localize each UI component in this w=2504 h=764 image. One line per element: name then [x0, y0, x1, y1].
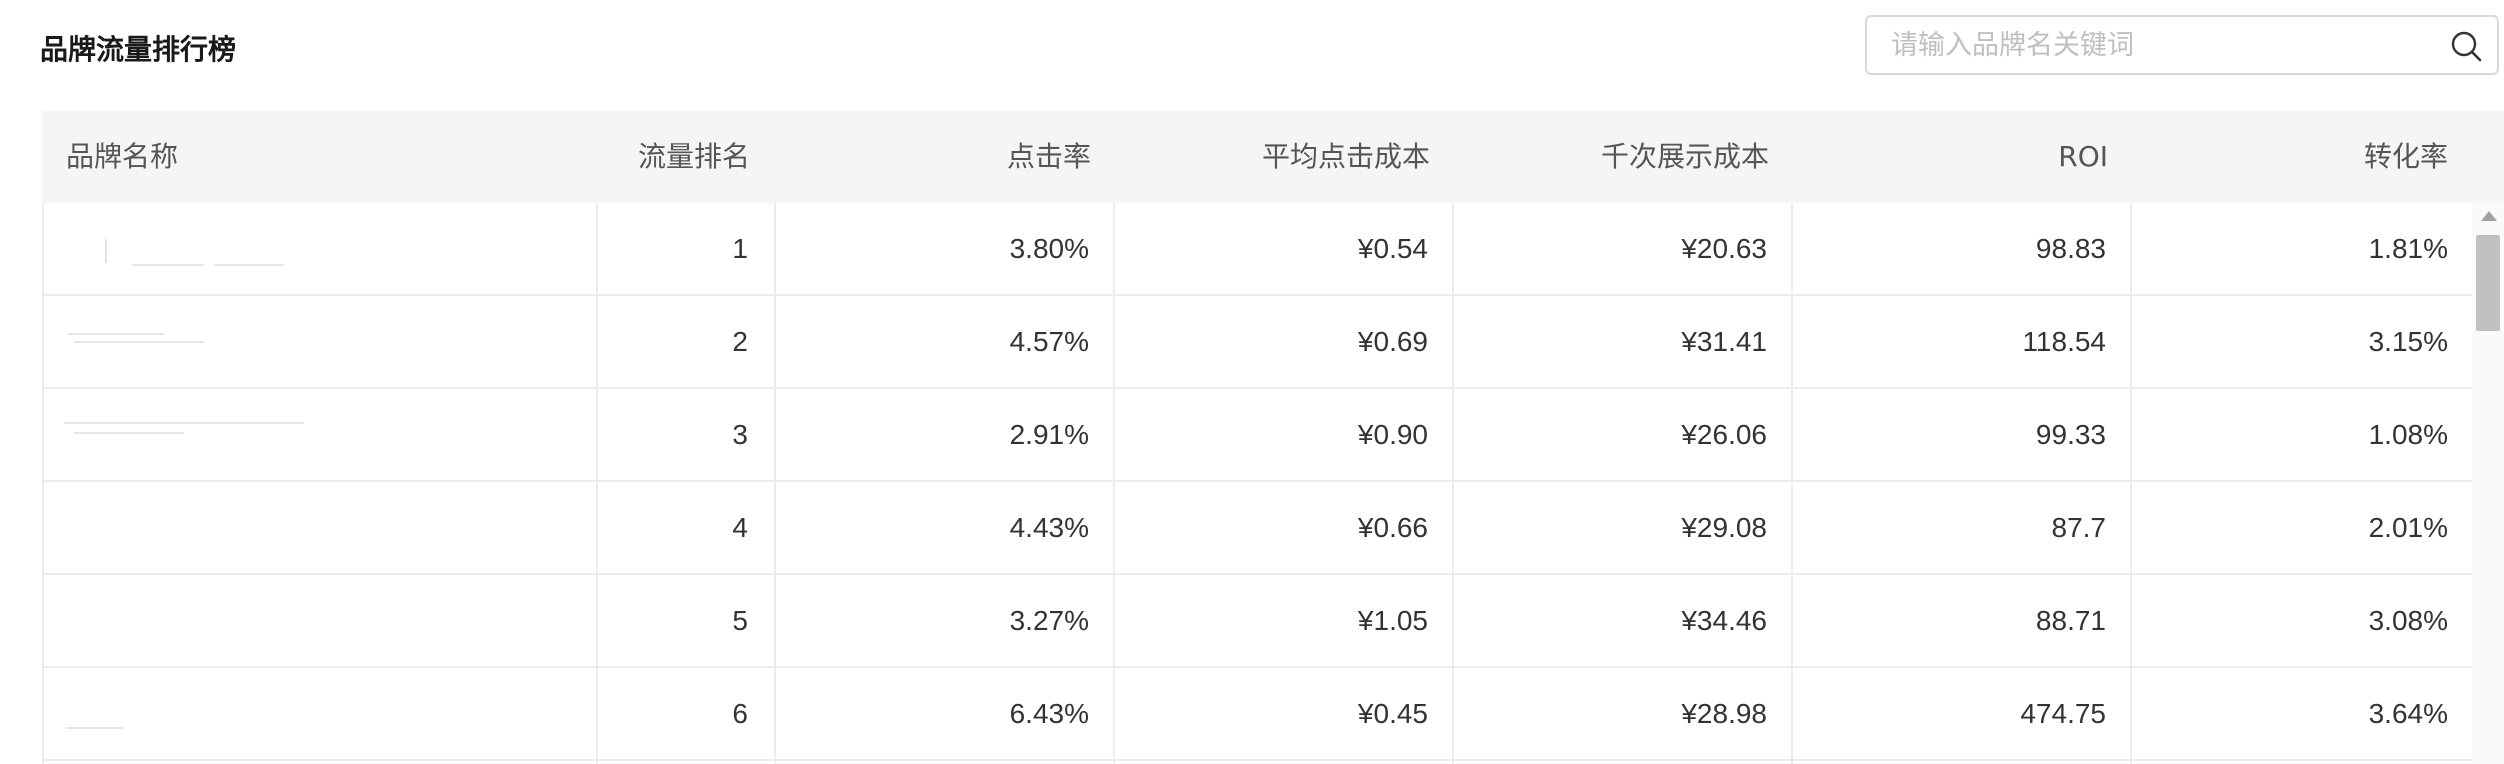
cell-brand-name	[42, 761, 598, 764]
cell-roi: 87.7	[1793, 482, 2132, 573]
redacted-brand-name	[105, 239, 284, 266]
cell-rank: 1	[598, 203, 776, 294]
cell-conversion-rate: 3.08%	[2368, 605, 2448, 636]
cell-ctr: 6.43%	[776, 668, 1115, 759]
cell-brand-name	[42, 203, 598, 294]
column-header-brand-name[interactable]: 品牌名称	[66, 140, 179, 173]
cell-avg-cpc: ¥0.45	[1115, 668, 1454, 759]
search-box[interactable]	[1865, 15, 2499, 75]
cell-rank: 3	[598, 389, 776, 480]
cell-cpm: ¥31.41	[1454, 296, 1793, 387]
table-header: 品牌名称 流量排名 点击率 平均点击成本 千次展示成本 ROI 转化率	[42, 111, 2504, 203]
cell-cpm: ¥28.98	[1454, 668, 1793, 759]
table-row[interactable]: 1 3.80% ¥0.54 ¥20.63 98.83 1.81%	[42, 203, 2472, 296]
cell-brand-name	[42, 296, 598, 387]
cell-avg-cpc: ¥1.05	[1115, 575, 1454, 666]
cell-ctr: 4.43%	[776, 482, 1115, 573]
cell-cpm	[1454, 761, 1793, 764]
cell-roi: 474.75	[1793, 668, 2132, 759]
cell-conversion-rate: 1.08%	[2368, 419, 2448, 450]
cell-cpm: ¥26.06	[1454, 389, 1793, 480]
cell-conversion-rate: 3.15%	[2368, 326, 2448, 357]
cell-rank: 4	[598, 482, 776, 573]
table-scrollbar[interactable]	[2472, 203, 2504, 764]
scroll-thumb[interactable]	[2476, 235, 2500, 331]
cell-brand-name	[42, 575, 598, 666]
table-row[interactable]	[42, 761, 2472, 764]
cell-avg-cpc: ¥0.69	[1115, 296, 1454, 387]
table-row[interactable]: 3 2.91% ¥0.90 ¥26.06 99.33 1.08%	[42, 389, 2472, 482]
search-icon[interactable]	[2449, 29, 2483, 63]
page-title: 品牌流量排行榜	[40, 33, 237, 66]
search-input[interactable]	[1891, 25, 2411, 65]
redacted-brand-name	[64, 422, 304, 434]
cell-rank: 2	[598, 296, 776, 387]
column-header-conversion-rate[interactable]: 转化率	[2363, 140, 2448, 173]
column-header-roi[interactable]: ROI	[2058, 140, 2108, 173]
cell-brand-name	[42, 668, 598, 759]
table-row[interactable]: 6 6.43% ¥0.45 ¥28.98 474.75 3.64%	[42, 668, 2472, 761]
column-header-ctr[interactable]: 点击率	[1006, 140, 1091, 173]
cell-ctr: 4.57%	[776, 296, 1115, 387]
cell-ctr	[776, 761, 1115, 764]
cell-rank: 6	[598, 668, 776, 759]
cell-rank: 5	[598, 575, 776, 666]
column-header-cpm[interactable]: 千次展示成本	[1600, 140, 1769, 173]
cell-roi: 98.83	[1793, 203, 2132, 294]
scroll-up-arrow-icon[interactable]	[2481, 211, 2497, 221]
cell-roi: 118.54	[1793, 296, 2132, 387]
cell-ctr: 2.91%	[776, 389, 1115, 480]
table-body[interactable]: 1 3.80% ¥0.54 ¥20.63 98.83 1.81% 2 4.57%…	[42, 203, 2472, 764]
cell-avg-cpc	[1115, 761, 1454, 764]
cell-roi: 99.33	[1793, 389, 2132, 480]
cell-avg-cpc: ¥0.66	[1115, 482, 1454, 573]
cell-cpm: ¥29.08	[1454, 482, 1793, 573]
cell-brand-name	[42, 482, 598, 573]
table-row[interactable]: 5 3.27% ¥1.05 ¥34.46 88.71 3.08%	[42, 575, 2472, 668]
cell-conversion-rate: 1.81%	[2368, 233, 2448, 264]
column-header-traffic-rank[interactable]: 流量排名	[637, 140, 750, 173]
cell-cpm: ¥34.46	[1454, 575, 1793, 666]
cell-conversion-rate: 2.01%	[2368, 512, 2448, 543]
ranking-table: 品牌名称 流量排名 点击率 平均点击成本 千次展示成本 ROI 转化率 1 3	[42, 111, 2504, 764]
table-row[interactable]: 4 4.43% ¥0.66 ¥29.08 87.7 2.01%	[42, 482, 2472, 575]
redacted-brand-name	[68, 333, 204, 343]
cell-roi	[1793, 761, 2132, 764]
cell-rank	[598, 761, 776, 764]
cell-avg-cpc: ¥0.90	[1115, 389, 1454, 480]
redacted-brand-name	[66, 727, 124, 729]
table-row[interactable]: 2 4.57% ¥0.69 ¥31.41 118.54 3.15%	[42, 296, 2472, 389]
cell-brand-name	[42, 389, 598, 480]
column-header-avg-cpc[interactable]: 平均点击成本	[1261, 140, 1430, 173]
cell-roi: 88.71	[1793, 575, 2132, 666]
cell-ctr: 3.27%	[776, 575, 1115, 666]
cell-ctr: 3.80%	[776, 203, 1115, 294]
cell-avg-cpc: ¥0.54	[1115, 203, 1454, 294]
cell-cpm: ¥20.63	[1454, 203, 1793, 294]
cell-conversion-rate: 3.64%	[2368, 698, 2448, 729]
